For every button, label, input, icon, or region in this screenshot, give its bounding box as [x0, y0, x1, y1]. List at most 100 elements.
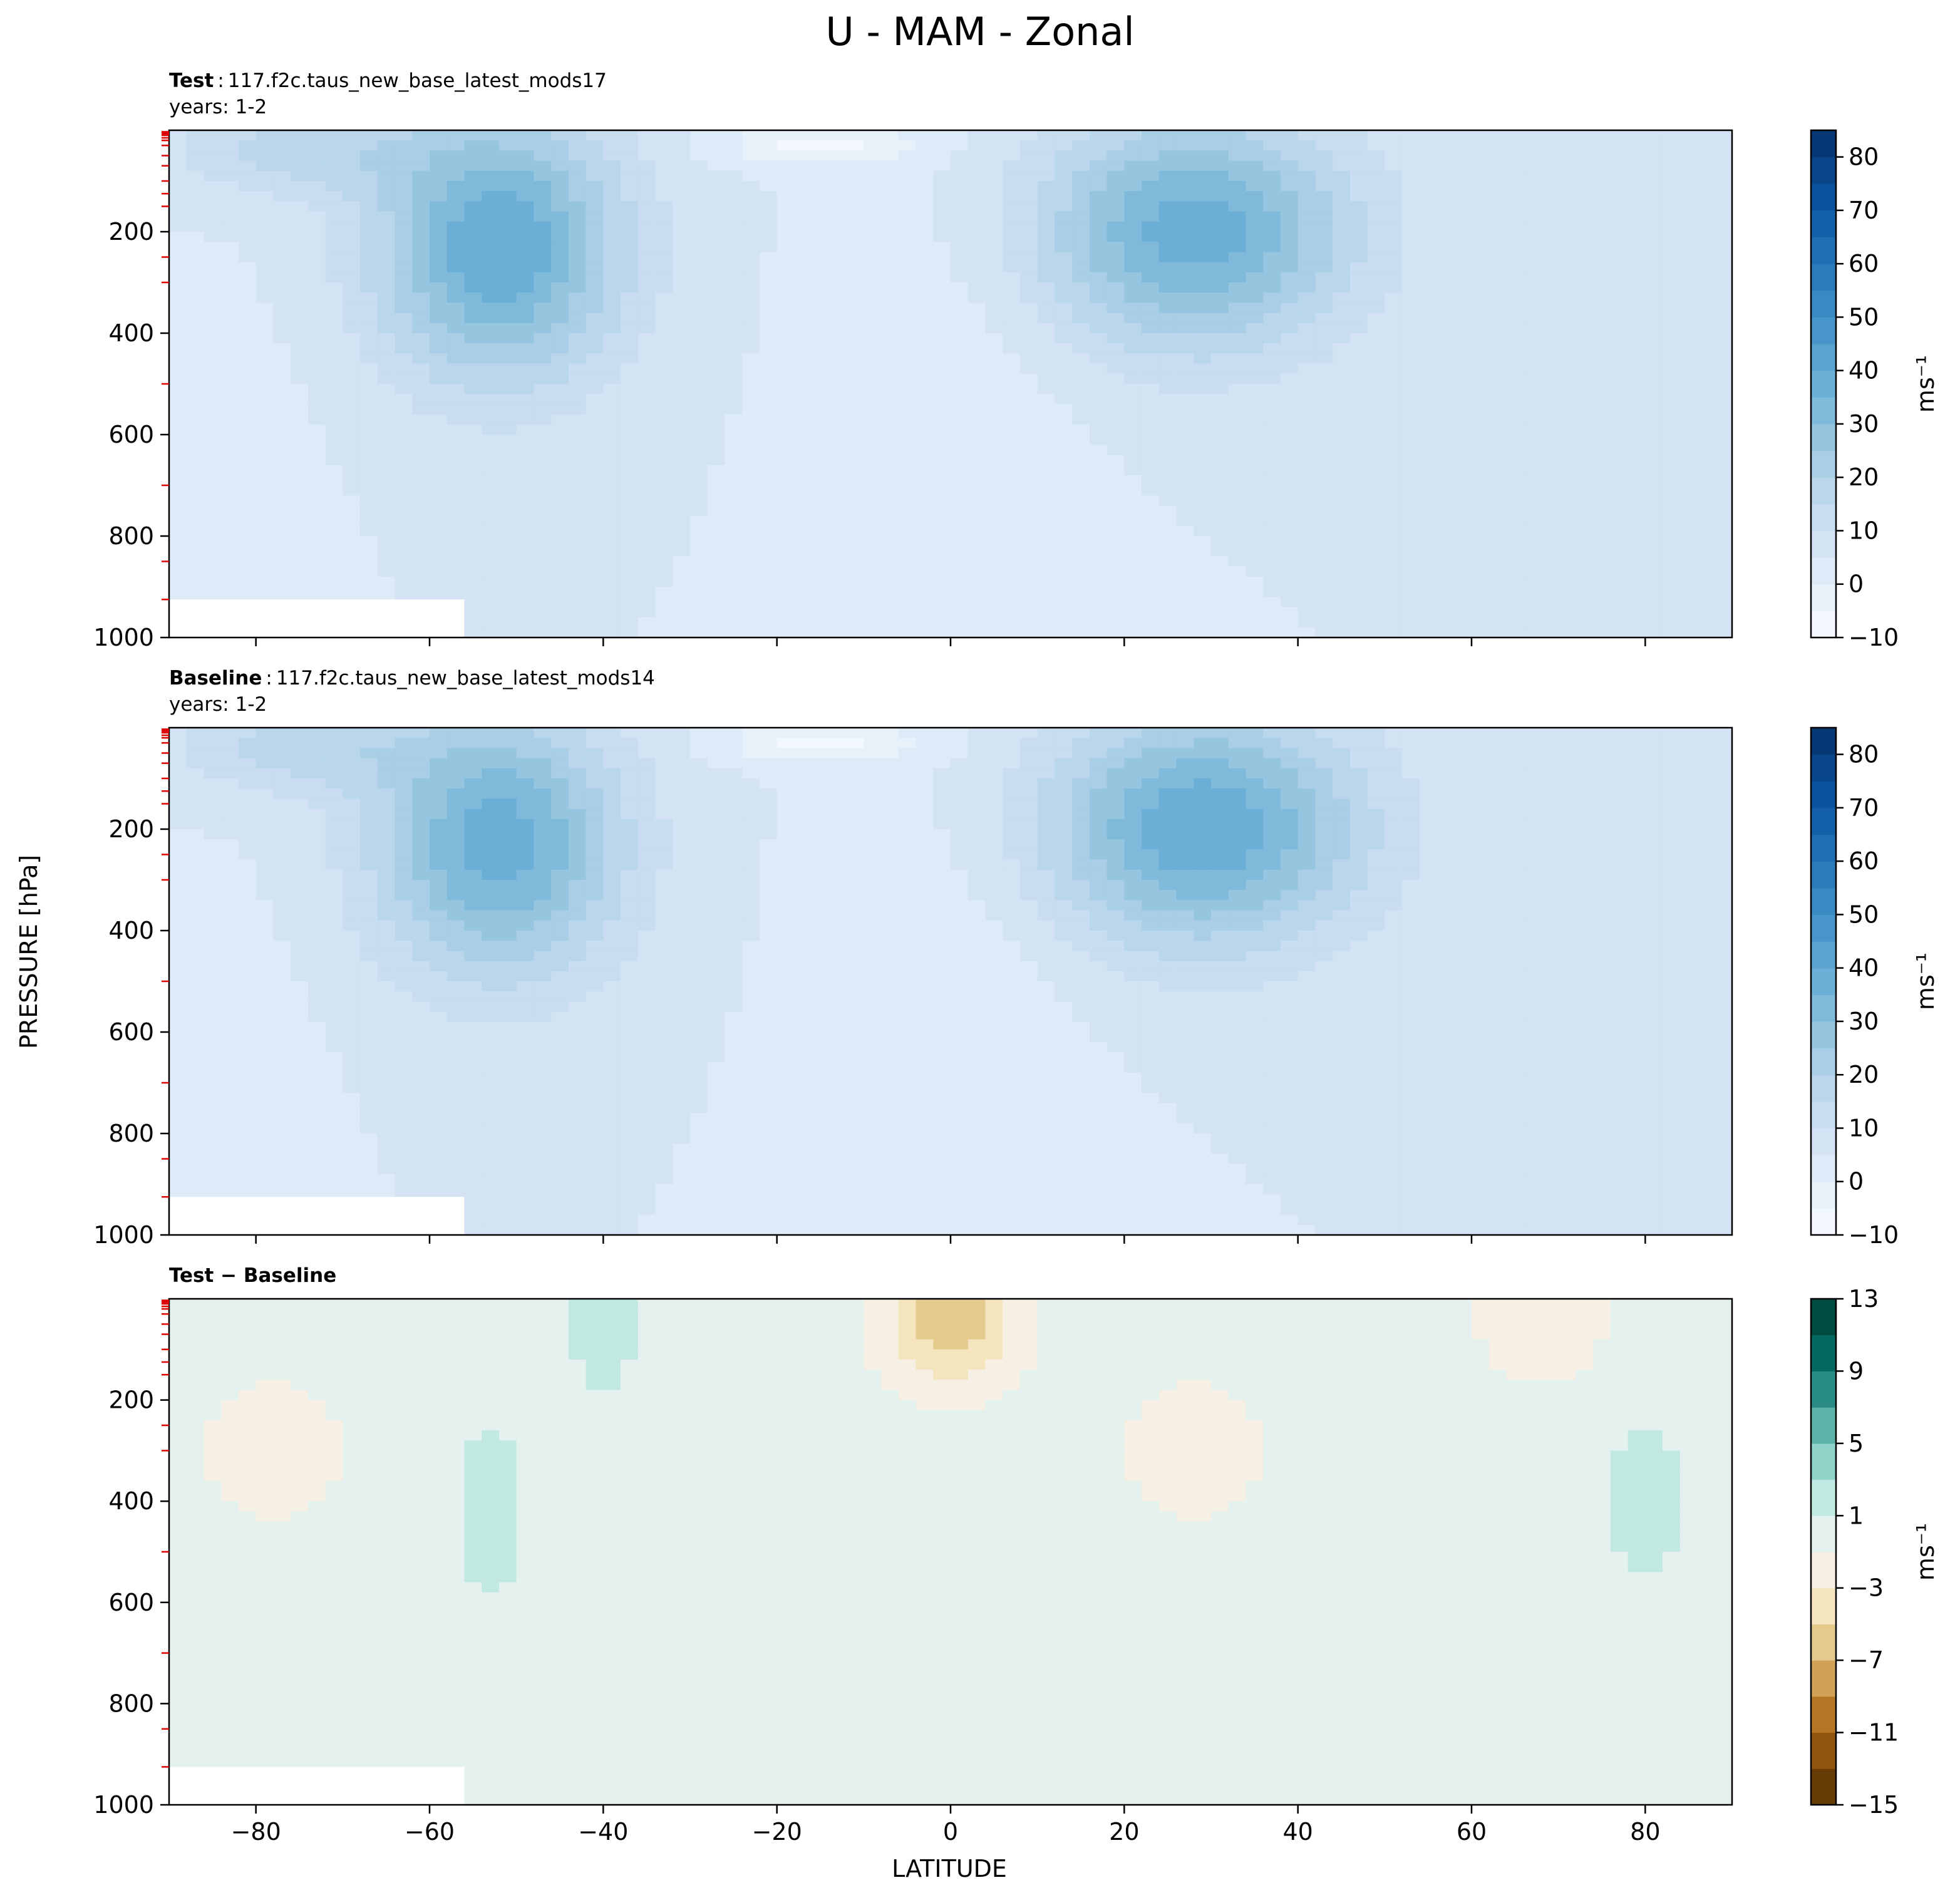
contour-cell — [1679, 758, 1698, 769]
contour-cell — [1576, 748, 1594, 759]
contour-cell — [846, 465, 864, 476]
contour-cell — [1627, 738, 1646, 748]
contour-cell — [1280, 556, 1299, 567]
contour-cell — [1697, 424, 1715, 435]
contour-cell — [1194, 394, 1212, 405]
contour-cell — [1436, 758, 1455, 769]
contour-cell — [916, 252, 934, 263]
contour-cell — [1142, 191, 1160, 202]
contour-cell — [742, 738, 760, 748]
contour-cell — [1610, 302, 1629, 314]
contour-cell — [1454, 607, 1472, 618]
contour-cell — [776, 201, 795, 212]
contour-cell — [1037, 607, 1055, 618]
contour-cell — [1280, 292, 1299, 303]
contour-cell — [1402, 353, 1420, 364]
contour-cell — [446, 445, 465, 455]
contour-cell — [812, 150, 830, 162]
contour-cell — [1246, 232, 1264, 242]
contour-cell — [186, 455, 205, 466]
contour-cell — [690, 252, 708, 263]
contour-cell — [1072, 170, 1090, 182]
contour-cell — [464, 525, 482, 537]
contour-cell — [690, 232, 708, 242]
contour-cell — [1506, 728, 1524, 738]
contour-cell — [221, 475, 239, 486]
contour-cell — [325, 587, 343, 597]
contour-cell — [1072, 556, 1090, 567]
contour-cell — [1228, 424, 1247, 435]
contour-cell — [621, 607, 639, 618]
contour-cell — [498, 353, 517, 364]
contour-cell — [985, 435, 1003, 445]
contour-cell — [776, 404, 795, 415]
contour-cell — [1142, 170, 1160, 182]
contour-cell — [446, 546, 465, 557]
contour-cell — [585, 465, 604, 476]
contour-cell — [1558, 170, 1576, 182]
contour-cell — [498, 515, 517, 527]
contour-cell — [603, 211, 621, 222]
contour-cell — [673, 221, 691, 232]
contour-cell — [967, 627, 986, 638]
contour-cell — [673, 191, 691, 202]
contour-cell — [603, 566, 621, 577]
contour-cell — [343, 475, 361, 486]
contour-cell — [1211, 404, 1229, 415]
contour-cell — [1263, 536, 1281, 547]
contour-cell — [221, 546, 239, 557]
contour-cell — [916, 292, 934, 303]
contour-cell — [1297, 394, 1316, 405]
contour-cell — [846, 343, 864, 354]
contour-cell — [1627, 181, 1646, 192]
contour-cell — [759, 160, 778, 172]
contour-cell — [238, 455, 257, 466]
contour-cell — [377, 525, 396, 537]
contour-cell — [238, 201, 257, 212]
contour-cell — [1593, 627, 1611, 638]
contour-cell — [1540, 160, 1559, 172]
contour-cell — [464, 191, 482, 202]
contour-cell — [1037, 221, 1055, 232]
contour-cell — [1715, 424, 1733, 435]
contour-cell — [307, 738, 326, 748]
contour-cell — [221, 150, 239, 162]
contour-cell — [1176, 546, 1194, 557]
contour-cell — [1593, 363, 1611, 374]
contour-cell — [637, 576, 656, 587]
contour-cell — [1158, 445, 1177, 455]
contour-cell — [412, 373, 430, 385]
contour-cell — [307, 394, 326, 405]
contour-cell — [1558, 587, 1576, 597]
colorbar-tick-label: 20 — [1849, 463, 1879, 491]
contour-cell — [1454, 394, 1472, 405]
contour-cell — [360, 576, 378, 587]
contour-cell — [1472, 424, 1490, 435]
contour-cell — [1488, 414, 1507, 425]
contour-cell — [1263, 140, 1281, 151]
contour-cell — [1019, 738, 1038, 748]
contour-cell — [1663, 576, 1681, 587]
contour-cell — [985, 495, 1003, 506]
contour-cell — [395, 515, 413, 527]
contour-cell — [1697, 272, 1715, 283]
contour-cell — [1297, 536, 1316, 547]
contour-cell — [967, 333, 986, 344]
contour-cell — [1645, 282, 1663, 293]
contour-cell — [325, 424, 343, 435]
contour-cell — [759, 201, 778, 212]
contour-cell — [1315, 170, 1333, 182]
contour-cell — [1402, 617, 1420, 628]
contour-cell — [1593, 445, 1611, 455]
contour-cell — [1194, 566, 1212, 577]
contour-cell — [794, 404, 812, 415]
contour-cell — [1436, 445, 1455, 455]
contour-cell — [1593, 150, 1611, 162]
contour-cell — [1089, 748, 1108, 759]
contour-cell — [169, 282, 187, 293]
contour-cell — [360, 160, 378, 172]
contour-cell — [1019, 150, 1038, 162]
contour-cell — [446, 525, 465, 537]
contour-cell — [498, 323, 517, 334]
contour-cell — [933, 282, 951, 293]
